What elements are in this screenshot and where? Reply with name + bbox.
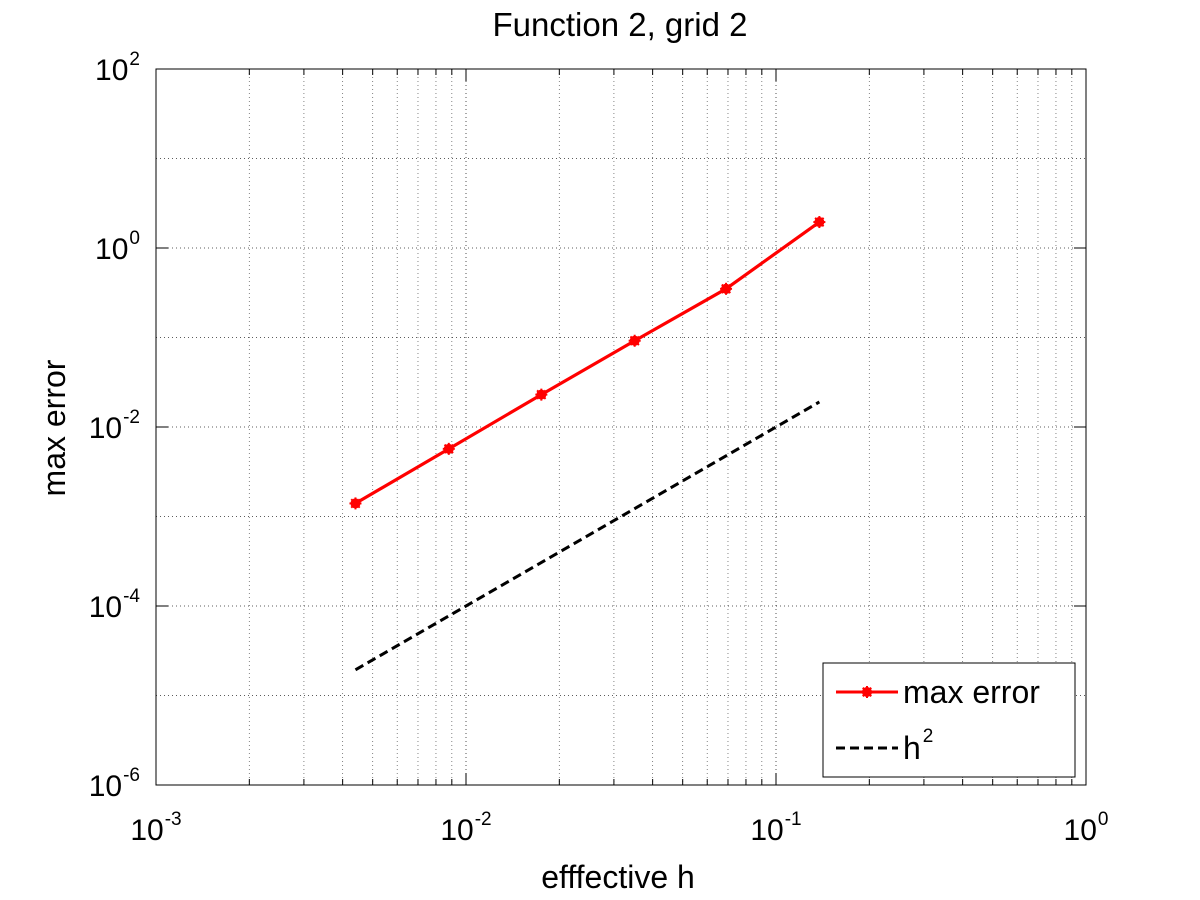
legend-box	[822, 662, 1076, 778]
x-axis-label: efffective h	[541, 859, 695, 895]
y-tick-label-base: 10	[89, 770, 122, 803]
series-point-0	[813, 216, 826, 229]
series-point-0	[442, 442, 455, 455]
x-tick-label: 10 0	[1064, 809, 1109, 847]
series-line-0	[354, 220, 821, 505]
y-tick-label: 10 0	[95, 228, 140, 266]
legend-label-1: h	[903, 730, 921, 766]
x-tick-label-base: 10	[130, 814, 163, 847]
y-tick-label-base: 10	[95, 233, 128, 266]
chart-title: Function 2, grid 2	[493, 6, 748, 43]
x-tick-label-exponent: -1	[785, 809, 802, 830]
series-point-0	[535, 388, 548, 401]
series-point-0	[349, 497, 362, 510]
legend-label-exponent-1: 2	[923, 726, 934, 747]
x-tick-label: 10 -3	[130, 809, 181, 847]
y-tick-label: 10 -6	[89, 765, 140, 803]
series-layer	[349, 216, 826, 672]
y-tick-label-base: 10	[89, 412, 122, 445]
legend-entries: max error h 2	[836, 674, 1040, 766]
series-point-0	[628, 334, 641, 347]
plot-frame	[155, 68, 1087, 786]
x-tick-label-base: 10	[1064, 814, 1097, 847]
x-tick-label-base: 10	[440, 814, 473, 847]
y-tick-label: 10 -2	[89, 407, 140, 445]
y-tick-label-base: 10	[95, 54, 128, 87]
y-tick-label-exponent: -6	[123, 765, 140, 786]
x-tick-label: 10 -2	[440, 809, 491, 847]
x-tick-label-exponent: 0	[1098, 809, 1109, 830]
x-tick-label-exponent: -2	[475, 809, 492, 830]
legend-marker-0	[861, 686, 873, 698]
x-tick-label-exponent: -3	[165, 809, 182, 830]
y-tick-label-base: 10	[89, 591, 122, 624]
x-tick-label: 10 -1	[750, 809, 801, 847]
y-tick-label-exponent: 0	[129, 228, 140, 249]
legend: max error h 2	[822, 662, 1076, 778]
y-tick-label-exponent: 2	[129, 49, 140, 70]
y-axis-label: max error	[36, 359, 72, 496]
y-tick-label-exponent: -4	[123, 586, 140, 607]
x-tick-label-base: 10	[750, 814, 783, 847]
series-point-0	[720, 282, 733, 295]
y-tick-label-exponent: -2	[123, 407, 140, 428]
series-line-1	[354, 400, 821, 672]
legend-label-0: max error	[903, 674, 1040, 710]
y-tick-label: 10 2	[95, 49, 140, 87]
tick-label-layer: 10 -3 10 -2 10 -1 10 010 -610 -410 -210 010 2	[89, 49, 1109, 847]
y-tick-label: 10 -4	[89, 586, 141, 624]
